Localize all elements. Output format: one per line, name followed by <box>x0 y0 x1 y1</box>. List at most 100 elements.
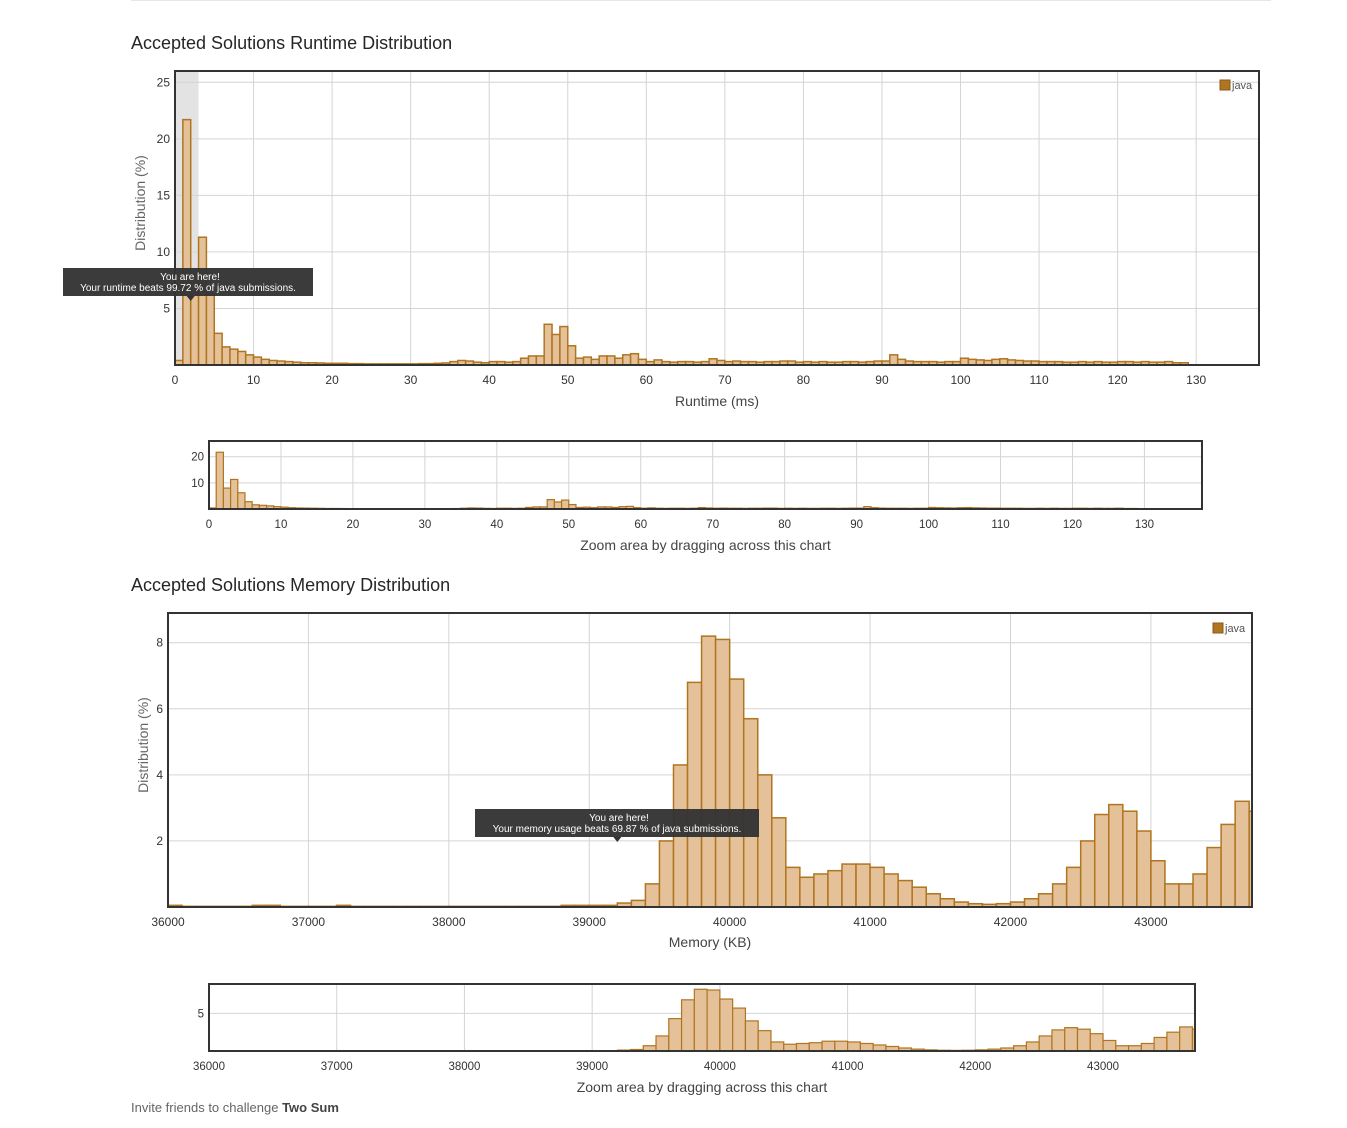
memory-distribution-chart[interactable]: 36000 37000 38000 39000 40000 41000 42000 43000… <box>0 600 1347 970</box>
bar <box>621 354 632 366</box>
bar <box>859 1042 874 1052</box>
bar <box>213 332 223 366</box>
bar <box>757 1030 772 1052</box>
bar <box>551 333 561 366</box>
x-tick-label: 41000 <box>832 1061 864 1073</box>
bar <box>1206 846 1222 908</box>
plot-frame <box>174 70 1260 366</box>
runtime-distribution-chart[interactable]: 0 10 20 30 40 50 60 70 80 90 100 110 120 130 5 10 15 20 25… <box>0 60 1347 480</box>
y-tick-label: 25 <box>157 75 171 89</box>
legend-label: java <box>1231 80 1253 92</box>
x-tick-label: 120 <box>1063 519 1082 531</box>
x-tick-label: 40 <box>490 519 503 531</box>
y-axis-label: Distribution (%) <box>135 697 151 793</box>
x-tick-label: 60 <box>634 519 647 531</box>
x-tick-label: 120 <box>1108 373 1128 387</box>
x-tick-label: 36000 <box>151 915 185 929</box>
x-tick-label: 90 <box>875 373 889 387</box>
invite-problem-link[interactable]: Two Sum <box>282 1100 339 1115</box>
x-tick-label: 37000 <box>321 1061 353 1073</box>
bar <box>237 350 247 366</box>
bar <box>925 893 942 908</box>
bar <box>756 774 773 908</box>
bar <box>1220 823 1236 908</box>
bar <box>1153 1036 1168 1052</box>
x-tick-label: 42000 <box>959 1061 991 1073</box>
bar <box>1122 810 1138 908</box>
bar <box>222 487 232 510</box>
bar <box>732 1007 747 1052</box>
bar <box>252 356 263 366</box>
you-are-here-tooltip: You are here!Your runtime beats 99.72 % … <box>63 268 313 301</box>
plot-frame <box>208 440 1203 510</box>
x-tick-label: 41000 <box>853 915 887 929</box>
bar <box>567 345 577 366</box>
x-tick-label: 0 <box>206 519 212 531</box>
bar <box>1178 883 1194 908</box>
x-axis-label: Runtime (ms) <box>675 393 759 409</box>
bar <box>1192 873 1208 908</box>
bar <box>770 1041 785 1052</box>
x-tick-label: 39000 <box>573 915 607 929</box>
bar <box>1051 1029 1066 1052</box>
tooltip-title: You are here! <box>589 813 649 824</box>
memory-navigator-chart[interactable]: 36000 37000 38000 39000 40000 41000 42000 43000… <box>0 975 1347 1100</box>
bar <box>244 501 253 510</box>
x-tick-label: 38000 <box>448 1061 480 1073</box>
bar <box>1023 897 1040 908</box>
y-tick-label: 20 <box>191 452 204 464</box>
runtime-navigator-chart[interactable]: 0 10 20 30 40 50 60 70 80 90 100 110 120 130 10 20 Zoom … <box>0 430 1347 560</box>
x-tick-label: 42000 <box>994 915 1028 929</box>
x-tick-label: 90 <box>850 519 863 531</box>
x-axis-label: Memory (KB) <box>669 934 751 950</box>
bar <box>855 863 871 908</box>
bar <box>1166 1031 1181 1052</box>
bar <box>1093 813 1110 908</box>
bar <box>1234 800 1250 908</box>
bar <box>783 1043 798 1052</box>
bar <box>1038 1035 1053 1052</box>
bar <box>700 635 717 908</box>
x-tick-label: 130 <box>1135 519 1154 531</box>
bar <box>582 356 593 366</box>
bar <box>244 354 255 366</box>
bar <box>869 866 885 908</box>
y-tick-label: 10 <box>157 245 171 259</box>
x-tick-label: 100 <box>919 519 938 531</box>
bar <box>841 863 857 908</box>
bar <box>553 501 563 510</box>
y-tick-label: 5 <box>163 301 170 315</box>
bar <box>1179 1026 1194 1052</box>
bar <box>655 1035 670 1052</box>
bar <box>215 451 224 510</box>
bar <box>911 886 927 908</box>
top-divider <box>131 0 1271 1</box>
bar <box>237 492 246 510</box>
bar <box>1076 1028 1091 1052</box>
x-tick-label: 40000 <box>713 915 747 929</box>
x-tick-label: 70 <box>718 373 732 387</box>
bar <box>598 355 608 366</box>
bar <box>889 354 899 366</box>
bar <box>1079 840 1096 908</box>
plot-frame <box>167 612 1253 908</box>
x-tick-label: 43000 <box>1134 915 1168 929</box>
bar <box>527 355 538 366</box>
bar <box>644 883 661 908</box>
x-tick-label: 80 <box>797 373 811 387</box>
x-tick-label: 80 <box>778 519 791 531</box>
x-tick-label: 37000 <box>292 915 326 929</box>
tooltip-pointer <box>613 837 622 842</box>
bar <box>221 346 231 366</box>
bar <box>1064 1027 1079 1052</box>
tooltip-text: Your runtime beats 99.72 % of java submi… <box>80 283 296 294</box>
bar <box>668 1018 683 1052</box>
y-axis-label: Distribution (%) <box>132 155 148 251</box>
bar <box>1150 860 1166 908</box>
y-tick-label: 5 <box>198 1008 204 1020</box>
bar <box>1025 1041 1040 1052</box>
bar <box>197 236 208 366</box>
x-tick-label: 50 <box>562 519 575 531</box>
bar <box>834 1040 849 1052</box>
tooltip-pointer <box>186 296 195 301</box>
